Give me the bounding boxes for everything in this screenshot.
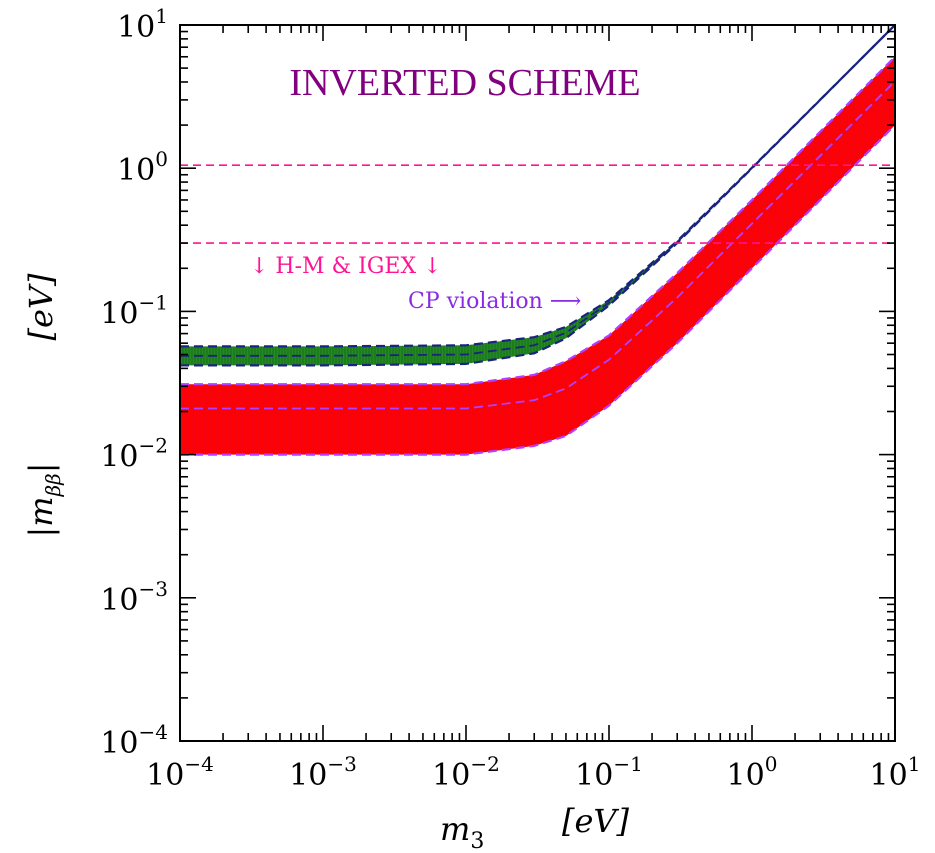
x-tick-label: 10−2 (432, 752, 500, 793)
y-tick-label: 101 (117, 4, 168, 45)
cp-violation-annotation: CP violation ⟶ (408, 289, 581, 314)
plot-frame (179, 24, 896, 742)
limits-layer (180, 164, 895, 244)
x-tick-label: 10−4 (146, 752, 214, 793)
y-axis-label: |mββ| (22, 462, 65, 537)
chart-title: INVERTED SCHEME (289, 62, 640, 104)
x-tick-label: 10−3 (289, 752, 357, 793)
x-axis-label: m3 (440, 810, 484, 853)
bands-layer (180, 24, 896, 456)
lower-band-upper-edge (180, 56, 896, 386)
y-axis-unit: [eV] (22, 273, 60, 341)
ticks-layer (179, 25, 895, 742)
y-tick-label: 10−4 (100, 720, 168, 761)
x-tick-label: 100 (727, 752, 778, 793)
lower-band-lower-edge (180, 124, 896, 456)
hm-igex-annotation: ↓ H-M & IGEX ↓ (250, 254, 442, 279)
x-axis-unit: [eV] (562, 802, 630, 840)
x-tick-label: 10−1 (575, 752, 643, 793)
svg-text:[eV]: [eV] (22, 273, 60, 341)
upper-band-upper-edge (180, 24, 896, 348)
lower-band-middle-line (180, 80, 896, 410)
tick-labels-layer: 10−4 10−3 10−2 10−1 100 101 10−4 10−3 10−2 10−1 10… (100, 4, 920, 793)
upper-band-middle-line (180, 24, 896, 357)
svg-text:|mββ|: |mββ| (22, 462, 65, 537)
y-tick-label: 100 (117, 147, 168, 188)
y-tick-label: 10−1 (100, 290, 168, 331)
y-tick-label: 10−2 (100, 434, 168, 475)
x-tick-label: 101 (870, 752, 921, 793)
y-tick-label: 10−3 (100, 577, 168, 618)
lower-band-fill (180, 56, 895, 455)
